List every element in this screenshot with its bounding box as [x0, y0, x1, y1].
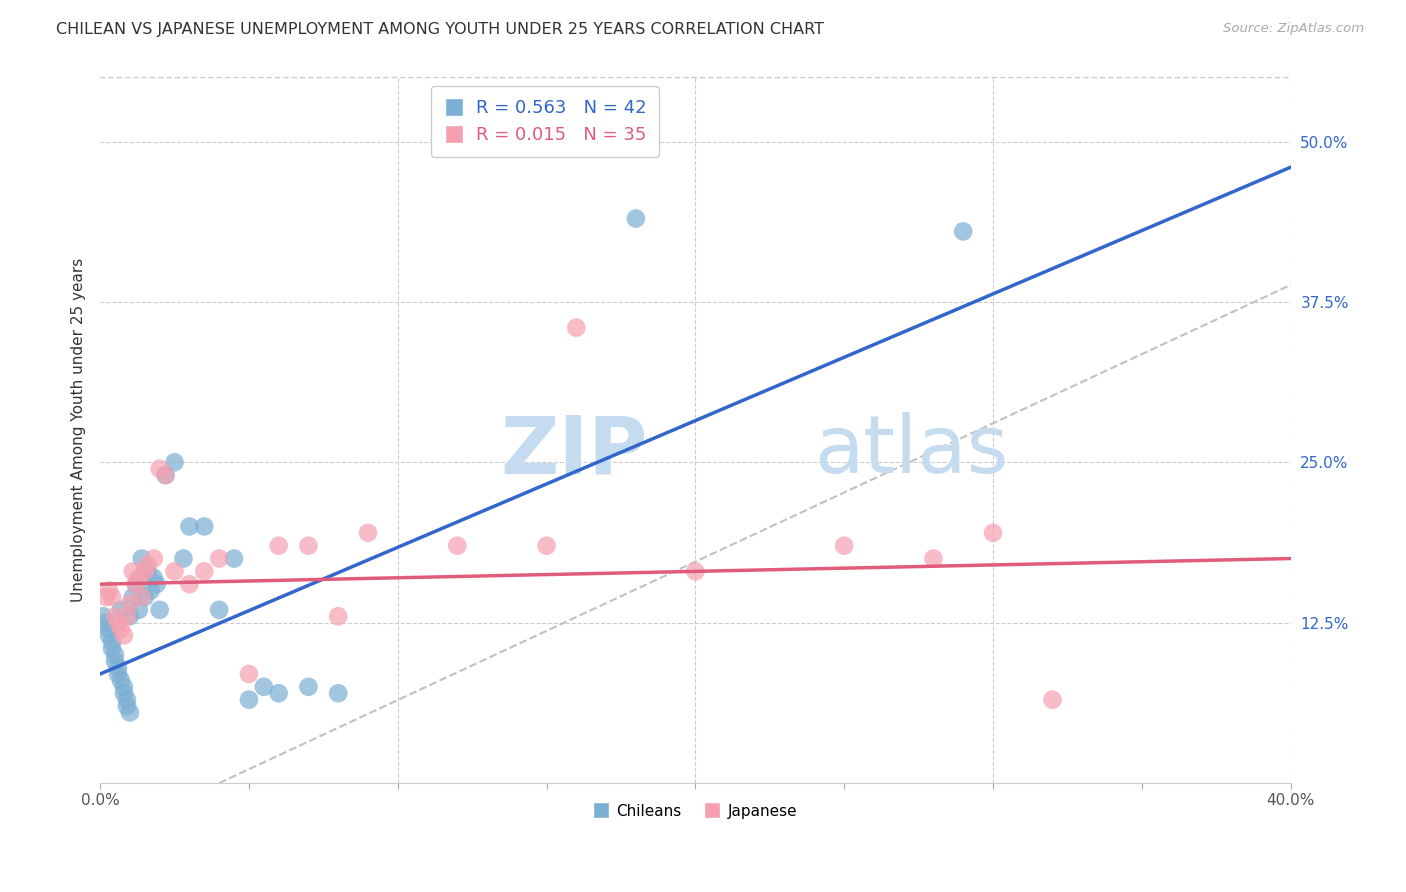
Point [163, 455, 186, 469]
Point [163, 565, 186, 579]
Point [565, 320, 588, 334]
Text: Source: ZipAtlas.com: Source: ZipAtlas.com [1223, 22, 1364, 36]
Point [193, 565, 215, 579]
Point [101, 635, 124, 649]
Point [136, 558, 159, 572]
Point [179, 519, 201, 533]
Point [328, 686, 350, 700]
Point [112, 686, 135, 700]
Point [952, 224, 974, 238]
Point [94, 590, 117, 604]
Point [238, 667, 260, 681]
Point [118, 609, 141, 624]
Point [238, 692, 260, 706]
Point [267, 539, 290, 553]
Point [98, 622, 121, 636]
Point [110, 622, 132, 636]
Point [179, 577, 201, 591]
Point [172, 551, 194, 566]
Point [131, 590, 153, 604]
Point [115, 692, 138, 706]
Point [134, 590, 156, 604]
Point [107, 660, 129, 674]
Point [832, 539, 855, 553]
Point [155, 468, 177, 483]
Point [128, 603, 150, 617]
Point [446, 539, 468, 553]
Point [121, 565, 143, 579]
Point [208, 551, 231, 566]
Point [115, 609, 138, 624]
Point [107, 615, 129, 630]
Point [104, 648, 127, 662]
Point [297, 539, 319, 553]
Point [91, 609, 114, 624]
Text: CHILEAN VS JAPANESE UNEMPLOYMENT AMONG YOUTH UNDER 25 YEARS CORRELATION CHART: CHILEAN VS JAPANESE UNEMPLOYMENT AMONG Y… [56, 22, 824, 37]
Point [149, 603, 172, 617]
Point [139, 583, 162, 598]
Point [125, 577, 148, 591]
Point [128, 571, 150, 585]
Point [112, 628, 135, 642]
Point [267, 686, 290, 700]
Point [118, 706, 141, 720]
Point [101, 590, 124, 604]
Point [328, 609, 350, 624]
Point [981, 525, 1004, 540]
Point [142, 571, 165, 585]
Point [98, 628, 121, 642]
Legend: Chileans, Japanese: Chileans, Japanese [588, 797, 803, 825]
Point [149, 461, 172, 475]
Point [104, 609, 127, 624]
Point [155, 468, 177, 483]
Point [98, 583, 121, 598]
Point [110, 603, 132, 617]
Point [110, 673, 132, 688]
Point [1042, 692, 1064, 706]
Point [121, 590, 143, 604]
Point [112, 680, 135, 694]
Point [253, 680, 276, 694]
Point [145, 577, 167, 591]
Point [125, 577, 148, 591]
Point [536, 539, 558, 553]
Point [107, 667, 129, 681]
Point [101, 641, 124, 656]
Text: ZIP: ZIP [501, 412, 648, 491]
Point [624, 211, 647, 226]
Point [142, 551, 165, 566]
Text: atlas: atlas [814, 412, 1008, 491]
Point [297, 680, 319, 694]
Y-axis label: Unemployment Among Youth under 25 years: Unemployment Among Youth under 25 years [72, 258, 86, 602]
Point [357, 525, 380, 540]
Point [134, 565, 156, 579]
Point [118, 596, 141, 610]
Point [222, 551, 245, 566]
Point [94, 615, 117, 630]
Point [685, 565, 707, 579]
Point [208, 603, 231, 617]
Point [131, 551, 153, 566]
Point [922, 551, 945, 566]
Point [115, 699, 138, 714]
Point [104, 654, 127, 668]
Point [136, 565, 159, 579]
Point [193, 519, 215, 533]
